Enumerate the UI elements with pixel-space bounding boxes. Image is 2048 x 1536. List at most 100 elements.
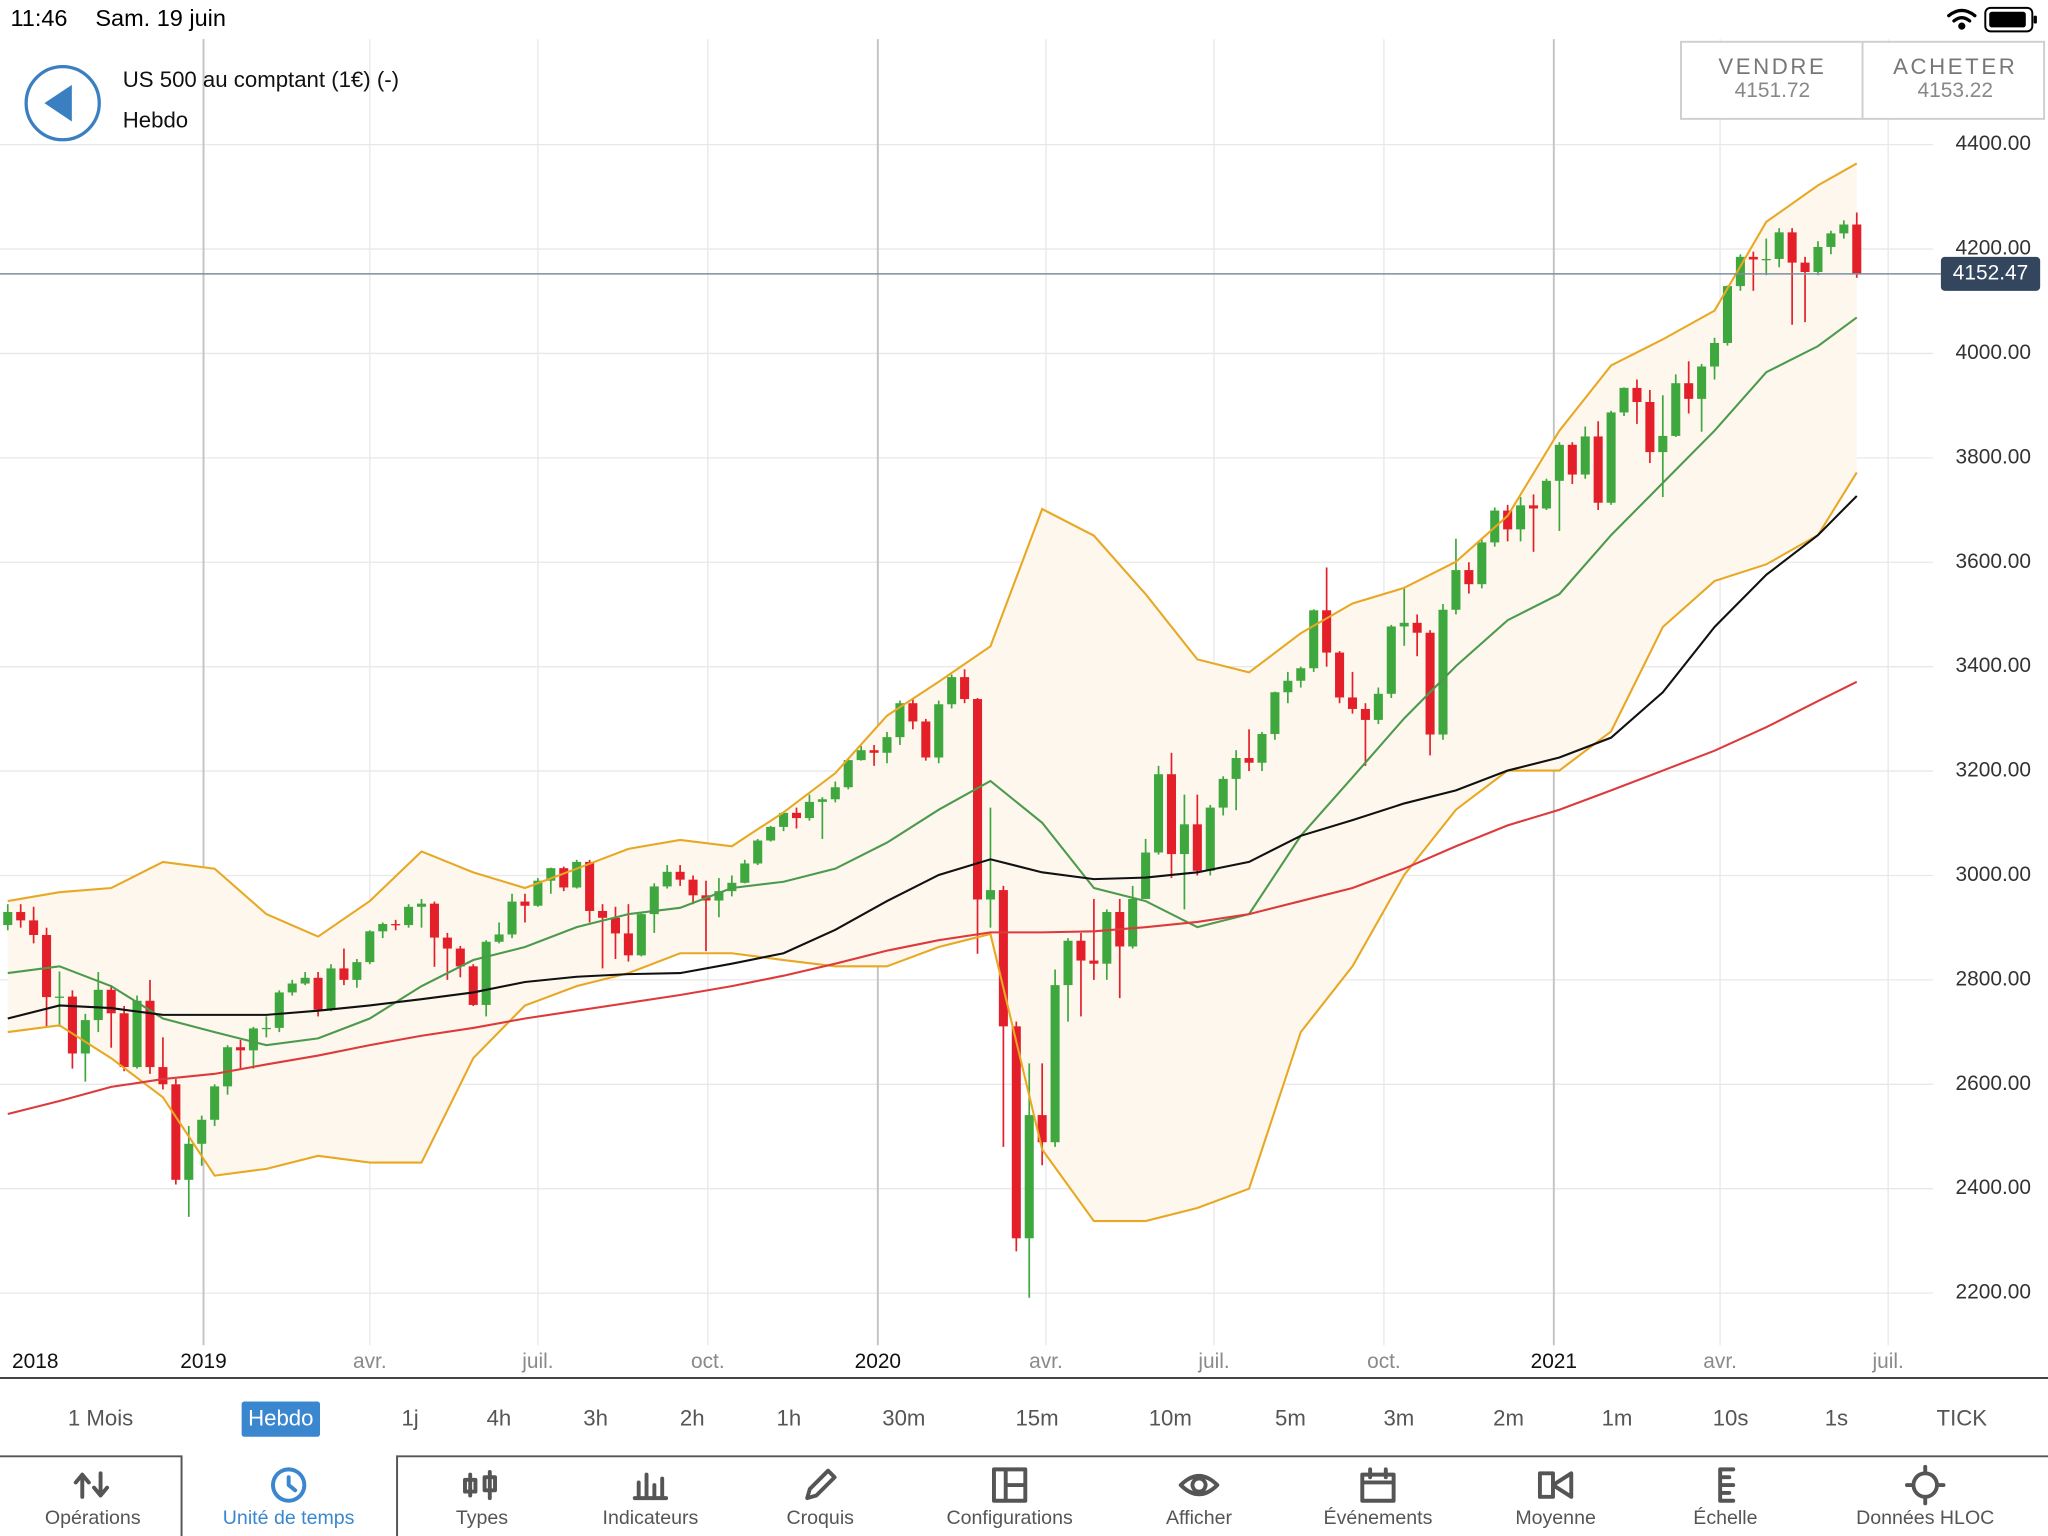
timeframe-option[interactable]: 1 Mois <box>68 1406 133 1431</box>
candle-body <box>1386 626 1396 694</box>
candle-body <box>1257 734 1267 763</box>
back-button[interactable] <box>24 64 101 142</box>
candle-body <box>921 721 931 758</box>
toolbar-button[interactable]: Afficher <box>1166 1473 1233 1529</box>
candle-body <box>533 880 543 906</box>
candle-body <box>1722 286 1732 344</box>
x-tick-label: 2019 <box>180 1350 226 1373</box>
candle-body <box>442 937 452 949</box>
toolbar-button[interactable]: Données HLOC <box>1856 1464 1994 1529</box>
timeframe-option[interactable]: 3m <box>1383 1406 1414 1431</box>
toolbar-button[interactable]: Unité de temps <box>223 1467 355 1529</box>
candle-body <box>1218 778 1228 808</box>
x-tick-label: juil. <box>521 1350 553 1373</box>
timeframe-option[interactable]: 2h <box>680 1406 705 1431</box>
timeframe-option[interactable]: 30m <box>882 1406 925 1431</box>
toolbar-button[interactable]: Opérations <box>45 1471 141 1529</box>
candle-body <box>1554 444 1564 481</box>
timeframe-option[interactable]: 15m <box>1015 1406 1058 1431</box>
timeframe-option[interactable]: 1j <box>401 1406 418 1431</box>
candle-body <box>352 962 362 980</box>
candle-body <box>1192 824 1202 871</box>
y-tick-label: 4000.00 <box>1956 341 2031 364</box>
wifi-icon <box>1947 8 1977 30</box>
candle-body <box>1606 412 1616 503</box>
timeframe-option[interactable]: 1s <box>1825 1406 1848 1431</box>
battery-icon <box>1984 6 2037 33</box>
candle-body <box>1645 401 1655 453</box>
candle-body <box>29 920 39 935</box>
timeframe-option[interactable]: 5m <box>1275 1406 1306 1431</box>
candle-body <box>1684 383 1694 399</box>
timeframe-option[interactable]: 4h <box>487 1406 512 1431</box>
toolbar-button[interactable]: Moyenne <box>1515 1471 1596 1529</box>
timeframe-option[interactable]: 3h <box>583 1406 608 1431</box>
y-tick-label: 3200.00 <box>1956 759 2031 782</box>
candle-body <box>1464 570 1474 585</box>
timeframe-option[interactable]: 10s <box>1713 1406 1749 1431</box>
toolbar-button[interactable]: Configurations <box>947 1467 1073 1529</box>
buy-button[interactable]: ACHETER 4153.22 <box>1893 54 2017 102</box>
x-tick-label: avr. <box>1029 1350 1063 1373</box>
toolbar-icon <box>992 1467 1028 1503</box>
candle-body <box>1425 632 1435 735</box>
toolbar-button[interactable]: Événements <box>1324 1467 1433 1529</box>
candle-body <box>882 737 892 753</box>
toolbar-icon <box>1537 1471 1574 1499</box>
candle-body <box>248 1028 258 1051</box>
candle-body <box>1179 824 1189 855</box>
y-tick-label: 3000.00 <box>1956 863 2031 886</box>
candle-body <box>830 787 840 800</box>
candle-body <box>740 863 750 883</box>
candle-body <box>93 989 103 1021</box>
toolbar-icon <box>1360 1467 1396 1503</box>
x-tick-label: avr. <box>1703 1350 1737 1373</box>
candle-body <box>1283 680 1293 693</box>
candle-body <box>1787 232 1797 263</box>
candle-body <box>1154 774 1164 853</box>
toolbar-icon <box>271 1467 307 1503</box>
candle-body <box>1309 610 1319 669</box>
candle-body <box>1826 233 1836 247</box>
candle-body <box>649 886 659 915</box>
candle-body <box>1063 940 1073 986</box>
toolbar-label: Configurations <box>947 1507 1073 1529</box>
timeframe-label: Hebdo <box>248 1406 313 1431</box>
candle-body <box>985 890 995 900</box>
timeframe-option[interactable]: TICK <box>1937 1406 1988 1431</box>
plot: 2200.00 2400.00 2600.00 2800.00 3000.00 3200.… <box>0 39 2041 1373</box>
candle-body <box>1373 693 1383 720</box>
timeframe-option[interactable]: 2m <box>1493 1406 1524 1431</box>
toolbar-icon <box>1904 1464 1946 1506</box>
candle-body <box>1244 758 1254 763</box>
sell-button[interactable]: VENDRE 4151.72 <box>1718 54 1826 102</box>
candle-body <box>1128 898 1138 947</box>
toolbar-icon <box>1178 1473 1220 1497</box>
candle-body <box>1516 505 1526 530</box>
candle-body <box>1800 262 1810 273</box>
candle-body <box>119 1013 129 1068</box>
toolbar-button[interactable]: Types <box>456 1470 508 1529</box>
candle-body <box>1050 985 1060 1143</box>
toolbar-button[interactable]: Échelle <box>1693 1467 1758 1529</box>
timeframe-option[interactable]: 1m <box>1602 1406 1633 1431</box>
y-tick-label: 2200.00 <box>1956 1281 2031 1304</box>
candle-body <box>1503 510 1513 530</box>
candle-body <box>494 934 504 942</box>
y-tick-label: 3800.00 <box>1956 445 2031 468</box>
candle-body <box>184 1143 194 1180</box>
toolbar-button[interactable]: Croquis <box>787 1468 855 1529</box>
timeframe-option[interactable]: 10m <box>1149 1406 1192 1431</box>
candle-body <box>1580 436 1590 475</box>
candle-body <box>960 677 970 700</box>
timeframe-label: 2m <box>1493 1406 1524 1431</box>
candle-body <box>1296 668 1306 681</box>
x-tick-label: oct. <box>691 1350 725 1373</box>
timeframe-option[interactable]: 1h <box>777 1406 802 1431</box>
timeframe-option[interactable]: Hebdo <box>241 1401 320 1437</box>
candle-body <box>1037 1115 1047 1143</box>
toolbar-button[interactable]: Indicateurs <box>603 1472 699 1530</box>
band-fill <box>7 163 1857 1222</box>
indicator-line <box>7 162 1858 938</box>
